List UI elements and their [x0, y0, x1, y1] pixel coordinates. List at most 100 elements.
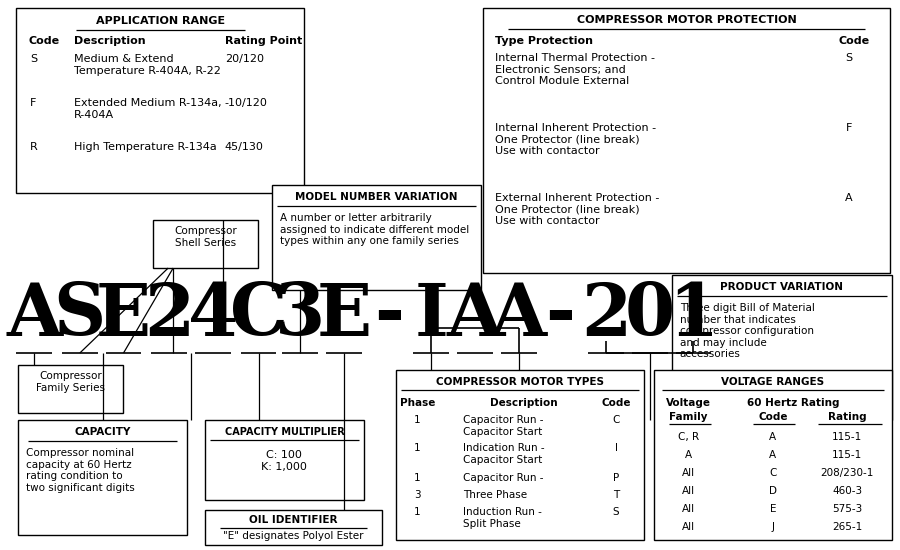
Text: A number or letter arbitrarily
assigned to indicate different model
types within: A number or letter arbitrarily assigned …: [281, 213, 470, 246]
Text: Internal Inherent Protection -
One Protector (line break)
Use with contactor: Internal Inherent Protection - One Prote…: [495, 123, 656, 156]
Text: APPLICATION RANGE: APPLICATION RANGE: [95, 16, 225, 26]
Text: 115-1: 115-1: [832, 432, 862, 442]
Text: C: C: [770, 468, 777, 478]
Bar: [18, 365, 122, 413]
Bar: [153, 220, 257, 268]
Text: Three Phase: Three Phase: [464, 490, 527, 500]
Text: 208/230-1: 208/230-1: [821, 468, 874, 478]
Bar: [273, 185, 481, 290]
Text: Voltage: Voltage: [666, 398, 711, 408]
Text: 2: 2: [144, 279, 194, 350]
Text: CAPACITY: CAPACITY: [75, 427, 130, 437]
Text: 3: 3: [414, 490, 420, 500]
Text: Description: Description: [74, 36, 146, 46]
Text: -10/120: -10/120: [225, 98, 267, 108]
Text: External Inherent Protection -
One Protector (line break)
Use with contactor: External Inherent Protection - One Prote…: [495, 193, 660, 226]
Text: 1: 1: [414, 443, 420, 453]
Text: S: S: [54, 279, 106, 350]
Text: Indication Run -
Capacitor Start: Indication Run - Capacitor Start: [464, 443, 544, 465]
Text: A: A: [685, 450, 692, 460]
Text: T: T: [613, 490, 619, 500]
Text: Rating: Rating: [828, 412, 867, 422]
Bar: [205, 420, 364, 500]
Text: A: A: [770, 432, 777, 442]
Text: 4: 4: [188, 279, 238, 350]
Text: C, R: C, R: [678, 432, 699, 442]
Text: 45/130: 45/130: [225, 142, 264, 152]
Text: -: -: [374, 279, 403, 350]
Text: PRODUCT VARIATION: PRODUCT VARIATION: [720, 282, 843, 292]
Text: Compressor
Shell Series: Compressor Shell Series: [174, 226, 237, 248]
Text: 3: 3: [275, 279, 326, 350]
Text: 1: 1: [414, 415, 420, 425]
Text: F: F: [31, 98, 37, 108]
Text: Capacitor Run -
Capacitor Start: Capacitor Run - Capacitor Start: [464, 415, 544, 437]
Text: 115-1: 115-1: [832, 450, 862, 460]
Text: A: A: [770, 450, 777, 460]
Text: Internal Thermal Protection -
Electronic Sensors; and
Control Module External: Internal Thermal Protection - Electronic…: [495, 53, 655, 86]
Text: VOLTAGE RANGES: VOLTAGE RANGES: [721, 377, 824, 387]
Text: R: R: [31, 142, 38, 152]
Text: High Temperature R-134a: High Temperature R-134a: [74, 142, 217, 152]
Text: C: C: [230, 279, 287, 350]
Text: C: C: [612, 415, 620, 425]
Text: All: All: [682, 486, 695, 496]
Text: "E" designates Polyol Ester: "E" designates Polyol Ester: [223, 531, 364, 541]
Text: S: S: [845, 53, 852, 63]
Text: E: E: [96, 279, 151, 350]
Text: Type Protection: Type Protection: [495, 36, 593, 46]
Text: Code: Code: [758, 412, 788, 422]
Bar: [396, 370, 644, 540]
Text: 1: 1: [414, 473, 420, 483]
Bar: [16, 8, 304, 193]
Bar: [671, 275, 892, 420]
Text: A: A: [447, 279, 503, 350]
Text: 1: 1: [414, 507, 420, 517]
Bar: [653, 370, 892, 540]
Text: 0: 0: [625, 279, 675, 350]
Text: Code: Code: [28, 36, 59, 46]
Text: Medium & Extend
Temperature R-404A, R-22: Medium & Extend Temperature R-404A, R-22: [74, 54, 220, 75]
Text: Family: Family: [670, 412, 707, 422]
Text: J: J: [771, 522, 774, 532]
Bar: [483, 8, 890, 273]
Text: Extended Medium R-134a,
R-404A: Extended Medium R-134a, R-404A: [74, 98, 221, 119]
Text: OIL IDENTIFIER: OIL IDENTIFIER: [249, 515, 338, 525]
Bar: [18, 420, 187, 535]
Text: Induction Run -
Split Phase: Induction Run - Split Phase: [464, 507, 542, 529]
Text: C: 100
K: 1,000: C: 100 K: 1,000: [261, 450, 307, 471]
Text: Code: Code: [839, 36, 869, 46]
Text: E: E: [770, 504, 776, 514]
Text: All: All: [682, 522, 695, 532]
Text: I: I: [615, 443, 617, 453]
Text: 60 Hertz Rating: 60 Hertz Rating: [746, 398, 839, 408]
Bar: [205, 510, 382, 545]
Text: Description: Description: [490, 398, 557, 408]
Text: COMPRESSOR MOTOR PROTECTION: COMPRESSOR MOTOR PROTECTION: [577, 15, 796, 25]
Text: A: A: [6, 279, 62, 350]
Text: Three digit Bill of Material
number that indicates
compressor configuration
and : Three digit Bill of Material number that…: [680, 303, 814, 359]
Text: F: F: [845, 123, 851, 133]
Text: All: All: [682, 468, 695, 478]
Text: Code: Code: [601, 398, 631, 408]
Text: COMPRESSOR MOTOR TYPES: COMPRESSOR MOTOR TYPES: [436, 377, 604, 387]
Text: 265-1: 265-1: [832, 522, 862, 532]
Text: MODEL NUMBER VARIATION: MODEL NUMBER VARIATION: [295, 192, 458, 202]
Text: -: -: [545, 279, 575, 350]
Text: Compressor
Family Series: Compressor Family Series: [36, 371, 105, 393]
Text: A: A: [491, 279, 547, 350]
Text: Capacitor Run -: Capacitor Run -: [464, 473, 544, 483]
Text: 460-3: 460-3: [832, 486, 862, 496]
Text: 575-3: 575-3: [832, 504, 862, 514]
Text: Compressor nominal
capacity at 60 Hertz
rating condition to
two significant digi: Compressor nominal capacity at 60 Hertz …: [26, 448, 135, 493]
Text: Phase: Phase: [400, 398, 435, 408]
Text: I: I: [414, 279, 448, 350]
Text: 2: 2: [581, 279, 631, 350]
Text: CAPACITY MULTIPLIER: CAPACITY MULTIPLIER: [224, 427, 345, 437]
Text: All: All: [682, 504, 695, 514]
Text: S: S: [31, 54, 37, 64]
Text: A: A: [845, 193, 853, 203]
Text: S: S: [613, 507, 619, 517]
Text: E: E: [317, 279, 372, 350]
Text: 1: 1: [669, 279, 718, 350]
